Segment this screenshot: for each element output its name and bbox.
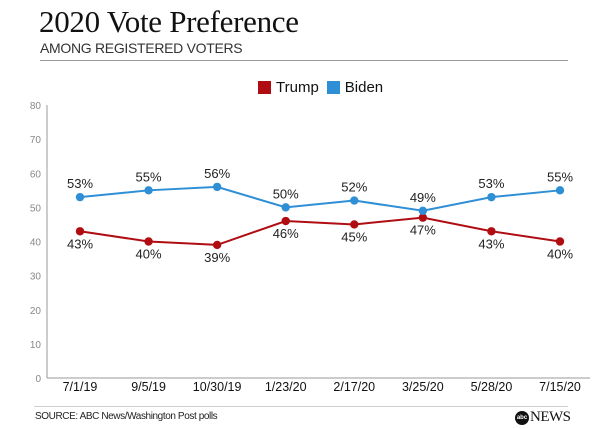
chart-title: 2020 Vote Preference [39,4,299,39]
x-tick-label: 7/1/19 [63,380,98,394]
footer-divider [34,406,568,407]
data-point-biden [418,206,428,215]
data-label-biden: 53% [67,176,93,191]
y-tick-label: 20 [30,306,42,317]
legend: Trump Biden [258,79,391,96]
data-label-trump: 43% [67,236,93,251]
data-point-biden [212,182,222,192]
legend-item-biden: Biden [326,79,384,96]
x-tick-label: 5/28/20 [471,380,513,394]
y-tick-label: 80 [30,101,42,112]
data-point-trump [350,220,359,229]
data-label-biden: 49% [410,190,436,205]
data-label-biden: 50% [273,186,299,201]
abc-news-logo: abc NEWS [515,409,571,426]
x-tick-label: 7/15/20 [539,380,581,394]
x-tick-label: 3/25/20 [402,380,444,394]
chart-subtitle: AMONG REGISTERED VOTERS [40,40,243,56]
data-point-biden [555,186,565,195]
data-point-biden [75,192,85,202]
data-label-trump: 40% [136,247,162,262]
data-point-trump [418,213,428,222]
data-label-trump: 47% [410,223,436,238]
data-point-biden [350,196,359,205]
data-point-trump [212,240,222,250]
y-tick-label: 30 [30,272,42,283]
data-point-trump [487,227,496,236]
data-label-biden: 55% [547,169,573,184]
x-tick-label: 10/30/19 [193,380,242,394]
data-point-biden [144,186,153,195]
legend-label-trump: Trump [276,79,319,96]
data-label-trump: 45% [341,229,367,244]
data-point-biden [487,192,496,202]
y-tick-label: 50 [30,203,42,214]
y-tick-label: 10 [30,340,42,351]
data-label-biden: 53% [478,176,504,191]
data-point-trump [144,237,153,246]
x-tick-label: 9/5/19 [131,380,166,394]
legend-swatch-biden [326,81,340,94]
y-tick-label: 40 [30,238,42,249]
data-point-trump [281,216,290,226]
x-tick-label: 2/17/20 [333,380,375,394]
source-note: SOURCE: ABC News/Washington Post polls [35,411,218,422]
series-line-biden [79,185,561,212]
y-tick-label: 60 [30,169,42,180]
data-label-trump: 46% [273,226,299,241]
data-label-biden: 52% [341,180,367,195]
series-line-trump [79,216,561,246]
legend-label-biden: Biden [344,79,384,96]
data-label-trump: 40% [547,247,573,262]
news-wordmark: NEWS [530,409,571,425]
data-point-biden [281,203,290,212]
header-divider [40,60,568,61]
abc-logo-icon: abc [515,410,529,425]
data-point-trump [555,237,565,246]
x-tick-label: 1/23/20 [265,380,307,394]
data-label-biden: 56% [204,166,230,181]
data-label-biden: 55% [136,169,162,184]
legend-item-trump: Trump [258,79,319,96]
data-point-trump [75,227,85,236]
data-label-trump: 39% [204,250,230,265]
legend-swatch-trump [258,81,271,94]
data-label-trump: 43% [478,236,504,251]
y-tick-label: 0 [35,374,41,385]
y-tick-label: 70 [30,135,42,146]
